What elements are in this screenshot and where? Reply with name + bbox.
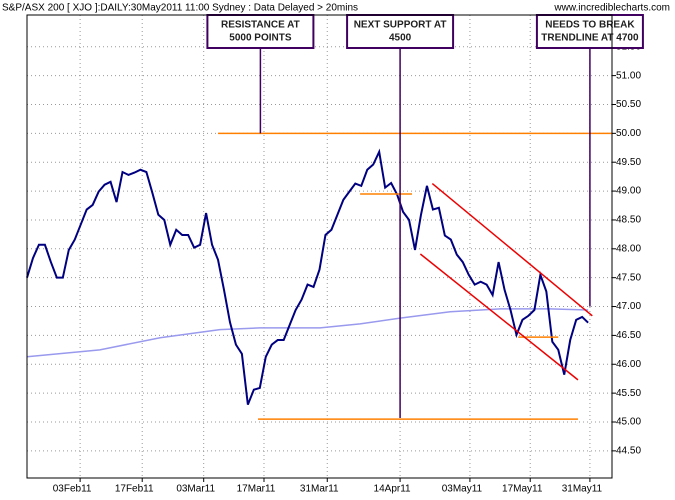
y-tick-label: 46.50: [616, 330, 641, 341]
callout-text: 4500: [389, 33, 412, 44]
x-tick-label: 17Mar11: [237, 484, 276, 495]
y-tick-label: 48.00: [616, 243, 641, 254]
y-tick-label: 49.00: [616, 186, 641, 197]
x-tick-label: 03Feb11: [53, 484, 92, 495]
callout-text: 5000 POINTS: [229, 33, 292, 44]
callout-box: [535, 14, 644, 49]
y-tick-label: 44.50: [616, 446, 641, 457]
callout-text: RESISTANCE AT: [221, 20, 300, 31]
x-tick-label: 17Feb11: [115, 484, 154, 495]
x-tick-label: 14Apr11: [374, 484, 412, 495]
callout-box: [206, 14, 315, 49]
trend-line: [419, 253, 579, 381]
trend-line: [431, 182, 593, 317]
price-line: [26, 308, 589, 358]
y-tick-label: 45.00: [616, 417, 641, 428]
watermark: www.incrediblecharts.com: [553, 3, 670, 14]
y-tick-label: 50.00: [616, 128, 641, 139]
callout-text: TRENDLINE AT 4700: [541, 33, 639, 44]
x-tick-label: 03May11: [442, 484, 483, 495]
y-tick-label: 46.00: [616, 359, 641, 370]
price-line: [26, 148, 589, 406]
x-tick-label: 31Mar11: [300, 484, 339, 495]
y-tick-label: 50.50: [616, 99, 641, 110]
callout-box: [346, 14, 455, 49]
y-tick-label: 47.00: [616, 301, 641, 312]
callout-text: NEEDS TO BREAK: [545, 20, 635, 31]
y-tick-label: 51.00: [616, 70, 641, 81]
callout-text: NEXT SUPPORT AT: [354, 20, 447, 31]
y-tick-label: 49.50: [616, 157, 641, 168]
plot-frame: [26, 14, 613, 479]
y-tick-label: 47.50: [616, 272, 641, 283]
chart-title: S&P/ASX 200 [ XJO ]:DAILY:30May2011 11:0…: [2, 3, 358, 14]
x-tick-label: 03Mar11: [176, 484, 215, 495]
x-tick-label: 31May11: [562, 484, 603, 495]
y-tick-label: 45.50: [616, 388, 641, 399]
y-tick-label: 48.50: [616, 215, 641, 226]
x-tick-label: 17May11: [502, 484, 543, 495]
